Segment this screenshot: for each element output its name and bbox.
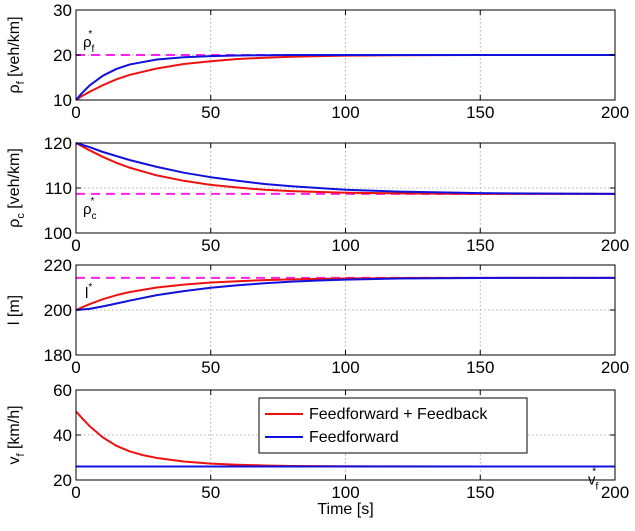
y-tick-label: 110 [45,179,72,198]
x-tick-label: 0 [71,358,80,377]
y-tick-label: 220 [44,256,72,275]
x-tick-label: 50 [201,103,220,122]
x-tick-label: 50 [201,236,220,255]
reference-annotation-subscript: f [92,44,95,55]
reference-annotation-symbol: v [588,472,596,489]
y-tick-label: 20 [53,46,72,65]
series-feedforward-line [75,276,616,311]
series-feedforward-line [75,142,616,195]
y-tick-label: 10 [53,91,72,110]
y-tick-label: 120 [44,134,72,153]
x-tick-label: 50 [201,358,220,377]
reference-annotation-subscript: c [92,211,97,222]
y-tick-label: 30 [53,1,72,20]
x-tick-label: 100 [331,103,359,122]
y-tick-label: 20 [53,471,72,490]
y-axis-label-symbol: l [6,322,23,326]
y-tick-label: 60 [53,381,72,400]
y-axis-label: ρf [veh/km] [6,16,27,93]
y-axis-label-symbol: ρ [6,219,23,228]
x-tick-label: 200 [601,236,629,255]
reference-annotation-symbol: l [85,285,88,302]
x-tick-label: 0 [71,103,80,122]
x-tick-label: 150 [466,358,494,377]
series-feedforward-line [75,54,615,101]
reference-annotation-superscript: * [592,467,596,478]
x-tick-label: 100 [331,483,359,502]
y-axis-label-subscript: f [15,453,27,457]
y-axis-label-symbol: ρ [6,84,23,93]
legend-entry: Feedforward [309,429,399,446]
y-axis-label-subscript: f [15,80,27,84]
reference-annotation: l* [85,282,92,302]
reference-annotation: vf* [588,467,599,493]
y-axis-label-unit: [veh/km] [6,148,23,213]
x-tick-label: 100 [331,358,359,377]
y-axis-label: vf [km/h] [6,405,27,464]
x-tick-label: 50 [201,483,220,502]
x-tick-label: 150 [466,236,494,255]
legend: Feedforward + Feedback Feedforward [258,397,528,454]
reference-annotation: ρf* [83,29,95,55]
y-axis-label-symbol: v [6,457,23,465]
x-tick-label: 150 [466,483,494,502]
y-axis-label: ρc [veh/km] [6,148,27,228]
series-feedforward-feedback-line [75,142,615,195]
x-tick-label: 150 [466,103,494,122]
x-tick-label: 100 [331,236,359,255]
x-tick-label: 200 [601,103,629,122]
y-tick-label: 40 [53,426,72,445]
reference-annotation: ρc * [83,196,97,222]
y-tick-label: 100 [44,224,72,243]
reference-annotation-superscript: * [88,29,92,40]
y-axis-label-unit: [veh/km] [6,16,23,81]
y-axis-label-unit: [km/h] [6,405,23,453]
y-tick-label: 180 [44,346,72,365]
y-axis-label-unit: [m] [6,295,23,322]
x-tick-label: 0 [71,236,80,255]
reference-annotation-superscript: * [91,196,95,207]
y-axis-label-subscript: c [15,213,27,219]
reference-annotation-superscript: * [88,282,92,293]
x-tick-label: 0 [71,483,80,502]
reference-annotation-subscript: f [596,482,599,493]
x-axis-label: Time [s] [317,501,373,518]
legend-entry: Feedforward + Feedback [309,406,488,423]
y-tick-label: 200 [44,301,72,320]
x-tick-label: 200 [601,483,629,502]
reference-annotation-symbol: ρ [83,34,92,51]
y-axis-label: l [m] [6,295,23,325]
legend-box [258,397,528,454]
x-tick-label: 200 [601,358,629,377]
reference-annotation-symbol: ρ [83,201,92,218]
